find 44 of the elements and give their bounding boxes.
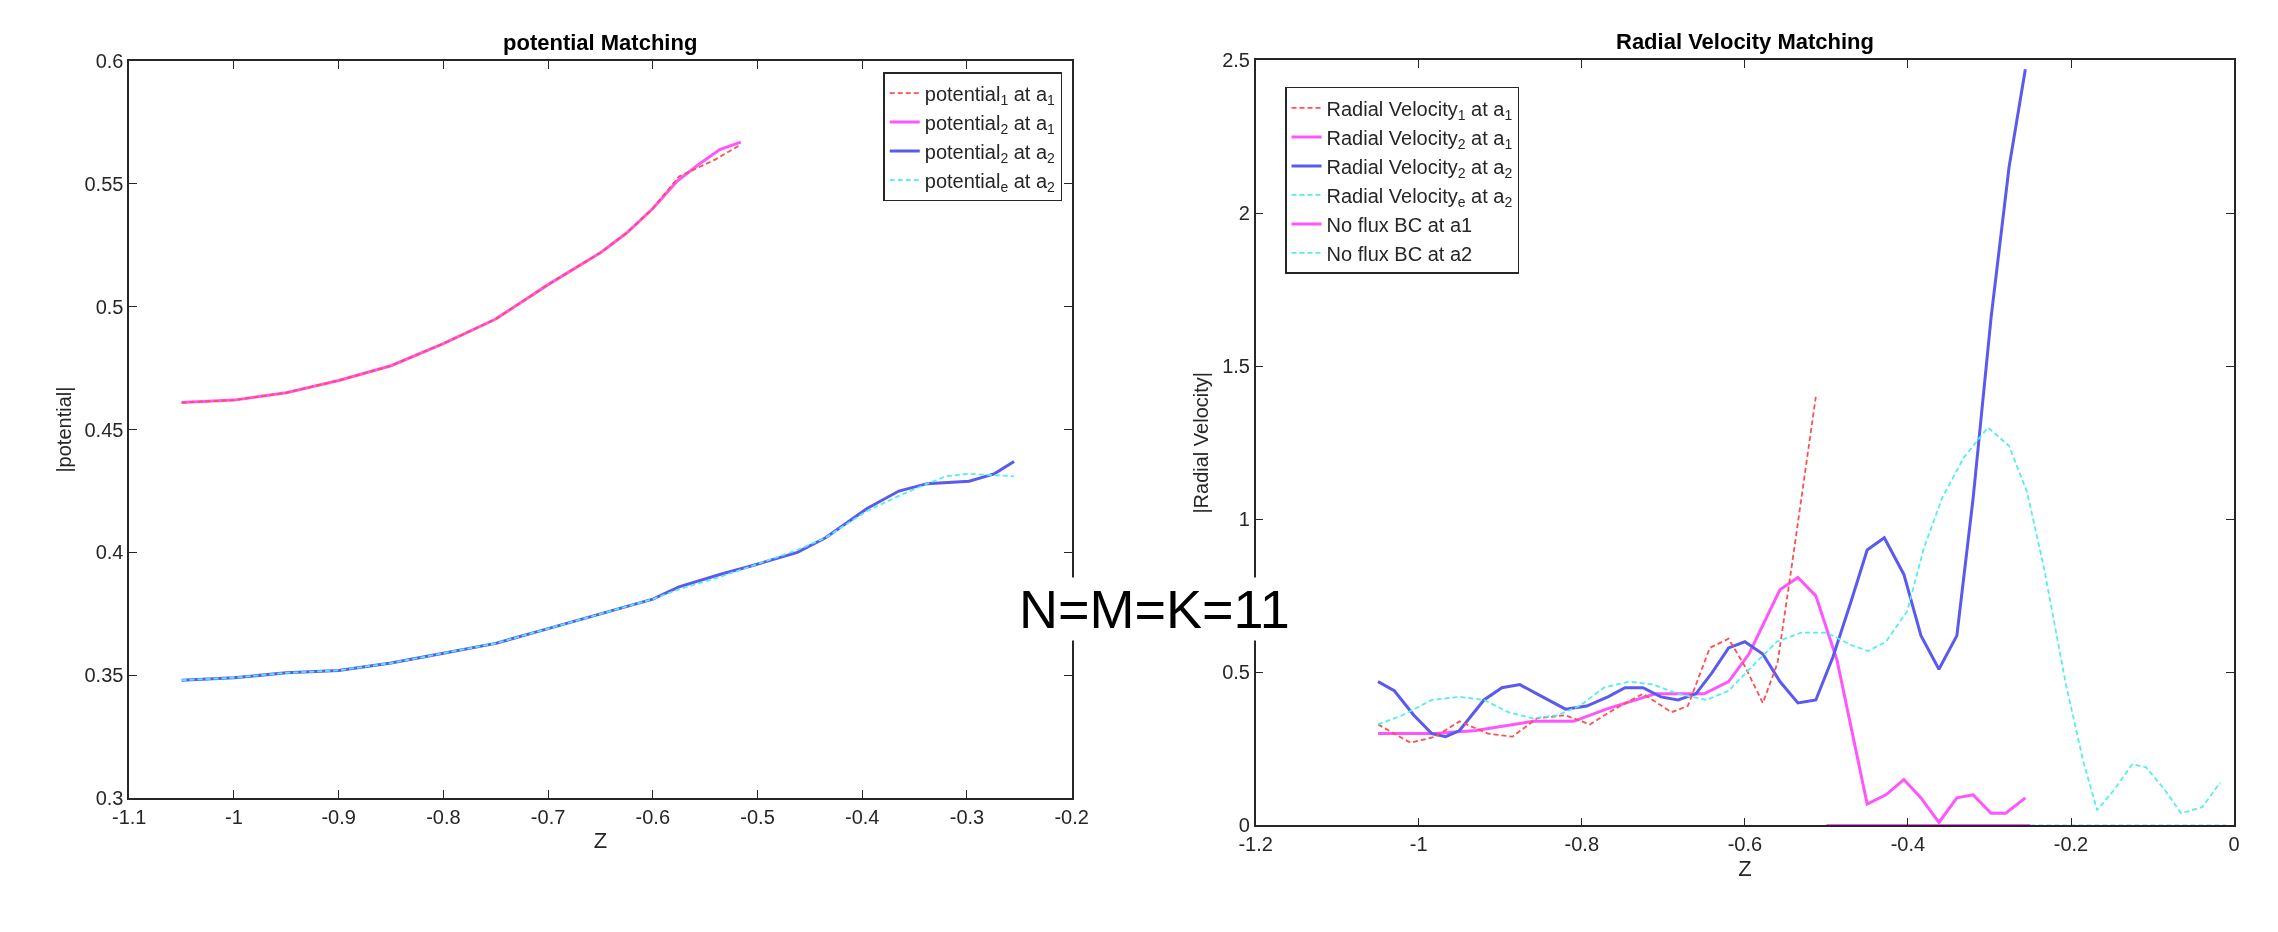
y-tick-label: 0.4 [95, 541, 124, 564]
x-tick-label: 0 [2228, 833, 2240, 856]
y-tick-label: 2 [1238, 202, 1250, 225]
y-axis-title: |potential| [52, 386, 75, 473]
x-tick-label: -0.6 [1727, 833, 1763, 856]
legend-label: potential$_{e}$ at a$_{2}$ [924, 169, 1056, 196]
legend-label: No flux BC at a1 [1326, 213, 1473, 236]
legend-label: potential$_{2}$ at a$_{1}$ [924, 111, 1056, 138]
x-axis-title: Z [1738, 855, 1752, 881]
y-tick-label: 0.5 [1222, 661, 1250, 684]
x-axis-title: Z [593, 828, 608, 854]
legend-label: Radial Velocity$_{1}$ at a$_{1}$ [1326, 97, 1513, 123]
x-tick-label: -0.5 [740, 805, 775, 828]
y-tick-label: 0.55 [84, 172, 124, 195]
y-tick-label: 0.45 [84, 418, 124, 441]
y-tick-label: 0.5 [95, 295, 124, 318]
x-tick-label: -0.2 [1054, 805, 1089, 828]
x-tick-label: -0.8 [1564, 833, 1600, 856]
y-tick-label: 1 [1238, 508, 1250, 531]
y-axis-title: |Radial Velocity| [1190, 372, 1213, 514]
chart-title: Radial Velocity Matching [1616, 29, 1874, 54]
legend-label: Radial Velocity$_{2}$ at a$_{2}$ [1326, 155, 1513, 181]
chart-title: potential Matching [503, 30, 698, 55]
x-tick-label: -0.9 [321, 805, 356, 828]
y-tick-label: 0.6 [95, 50, 124, 73]
y-tick-label: 2.5 [1222, 49, 1250, 72]
legend-label: potential$_{2}$ at a$_{2}$ [924, 140, 1056, 167]
x-tick-label: -1.2 [1238, 833, 1273, 856]
x-tick-label: -0.8 [426, 805, 461, 828]
y-tick-label: 1.5 [1222, 355, 1250, 378]
legend-label: Radial Velocity$_{e}$ at a$_{2}$ [1326, 184, 1513, 210]
x-tick-label: -1 [1409, 833, 1428, 856]
x-tick-label: -0.7 [530, 805, 566, 828]
x-tick-label: -0.4 [845, 805, 880, 828]
x-tick-label: -0.6 [635, 805, 671, 828]
annotation: N=M=K=11 [1019, 579, 1290, 639]
x-tick-label: -1 [225, 805, 243, 828]
x-tick-label: -0.4 [1890, 833, 1926, 856]
x-tick-label: -0.3 [949, 805, 985, 828]
legend-label: Radial Velocity$_{2}$ at a$_{1}$ [1326, 126, 1513, 152]
y-tick-label: 0.35 [84, 664, 124, 687]
x-tick-label: -0.2 [2053, 833, 2089, 856]
legend-label: potential$_{1}$ at a$_{1}$ [924, 82, 1056, 109]
legend-label: No flux BC at a2 [1326, 242, 1473, 265]
